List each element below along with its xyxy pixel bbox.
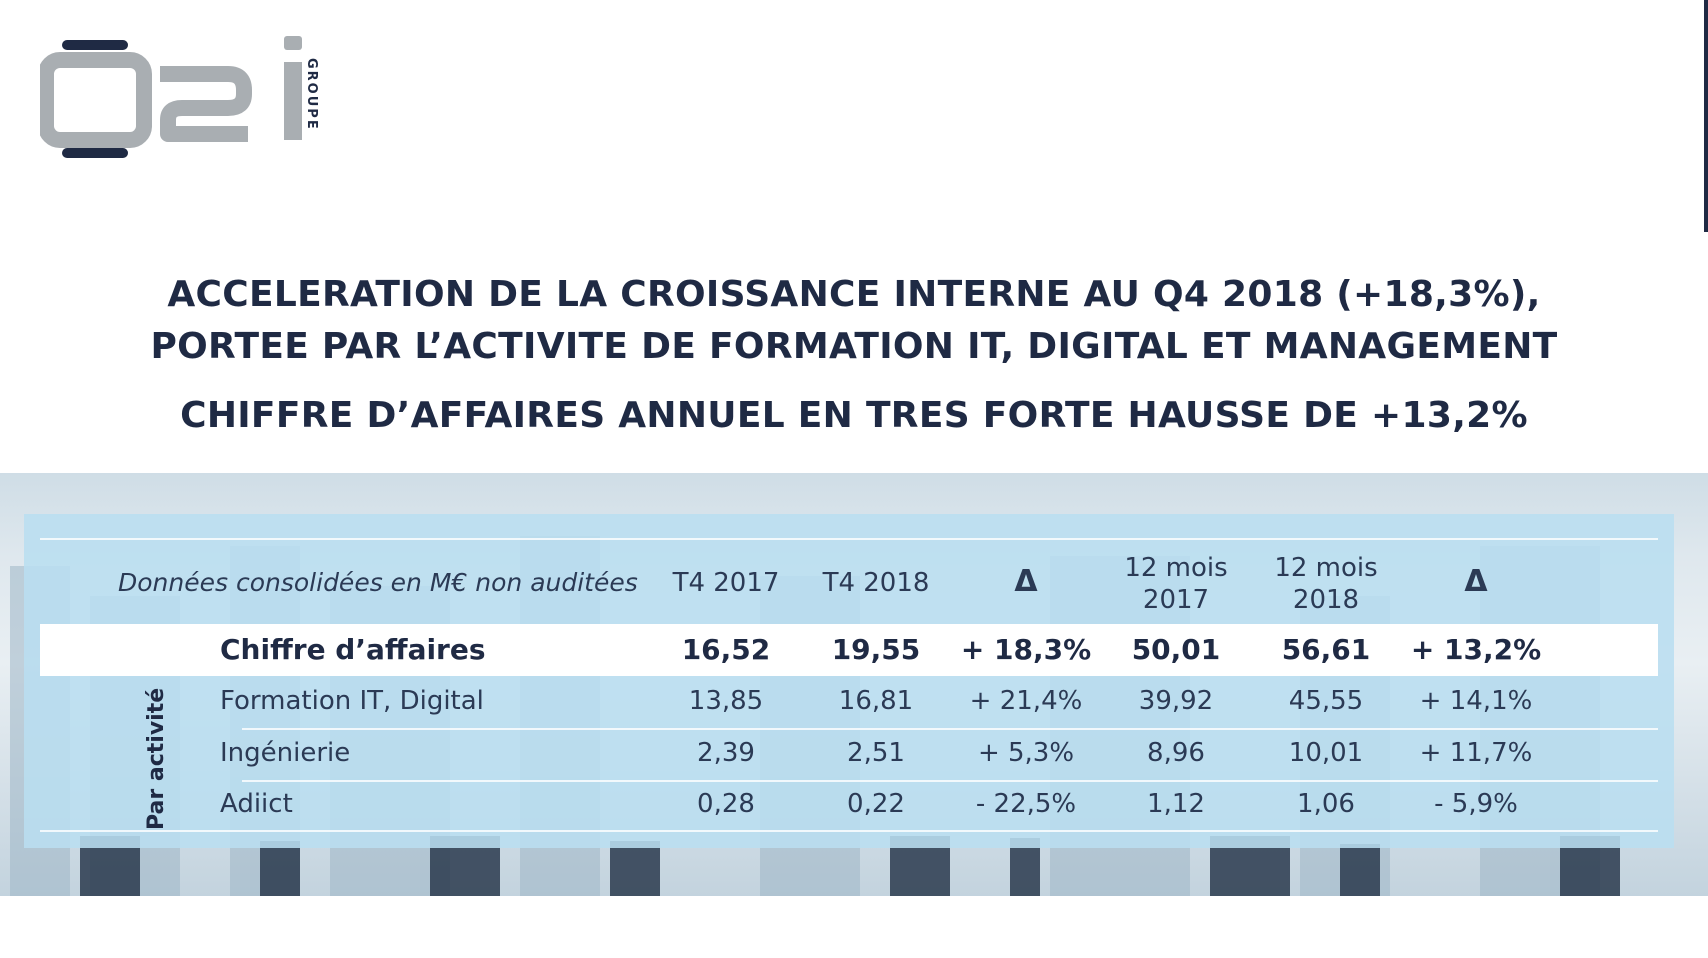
- cell-value: + 21,4%: [969, 686, 1083, 716]
- row-label-formation: Formation IT, Digital: [220, 686, 484, 716]
- cell-value: 16,52: [681, 633, 771, 666]
- cell-value: 19,55: [831, 633, 921, 666]
- table-top-rule: [40, 538, 1658, 540]
- row-separator: [242, 780, 1658, 782]
- cell-value: + 5,3%: [977, 738, 1075, 768]
- col-header-t4-2017: T4 2017: [672, 568, 780, 598]
- cell-value: - 22,5%: [975, 789, 1077, 819]
- col-header-12m-2018: 12 mois 2018: [1274, 553, 1378, 615]
- cell-value: 10,01: [1288, 738, 1364, 768]
- logo-groupe-text: GROUPE: [304, 58, 319, 131]
- cell-value: 0,28: [697, 789, 755, 819]
- cell-value: 50,01: [1131, 633, 1221, 666]
- cell-value: + 11,7%: [1419, 738, 1533, 768]
- cell-value: + 18,3%: [960, 633, 1092, 666]
- cell-value: 1,12: [1147, 789, 1205, 819]
- cell-value: 0,22: [847, 789, 905, 819]
- row-label-adiict: Adiict: [220, 789, 293, 819]
- results-table: Données consolidées en M€ non auditées T…: [24, 514, 1674, 848]
- headline-line-2: PORTEE PAR L’ACTIVITE DE FORMATION IT, D…: [150, 326, 1558, 367]
- col-header-12m-2017: 12 mois 2017: [1124, 553, 1228, 615]
- edge-line: [1704, 0, 1708, 232]
- headline-line-3: CHIFFRE D’AFFAIRES ANNUEL EN TRES FORTE …: [180, 395, 1528, 436]
- row-separator: [40, 830, 1658, 832]
- cell-value: 16,81: [838, 686, 914, 716]
- cell-value: 45,55: [1288, 686, 1364, 716]
- table-header-label: Données consolidées en M€ non auditées: [118, 568, 638, 597]
- table-row-total: [40, 624, 1658, 676]
- headline-line-1: ACCELERATION DE LA CROISSANCE INTERNE AU…: [167, 274, 1541, 315]
- row-label-ingenierie: Ingénierie: [220, 738, 351, 768]
- col-header-delta-q4: Δ: [1014, 564, 1038, 599]
- cell-value: + 13,2%: [1410, 633, 1542, 666]
- cell-value: - 5,9%: [1434, 789, 1518, 819]
- cell-value: 13,85: [688, 686, 764, 716]
- row-label-chiffre-affaires: Chiffre d’affaires: [220, 633, 486, 666]
- cell-value: 1,06: [1297, 789, 1355, 819]
- cell-value: 8,96: [1147, 738, 1205, 768]
- cell-value: 2,39: [697, 738, 755, 768]
- col-header-t4-2018: T4 2018: [822, 568, 930, 598]
- side-label-par-activite: Par activité: [144, 687, 169, 830]
- o2i-groupe-logo: GROUPE: [40, 36, 360, 176]
- col-header-delta-12m: Δ: [1464, 564, 1488, 599]
- cell-value: 2,51: [847, 738, 905, 768]
- cell-value: + 14,1%: [1419, 686, 1533, 716]
- cell-value: 39,92: [1138, 686, 1214, 716]
- cell-value: 56,61: [1281, 633, 1371, 666]
- row-separator: [242, 728, 1658, 730]
